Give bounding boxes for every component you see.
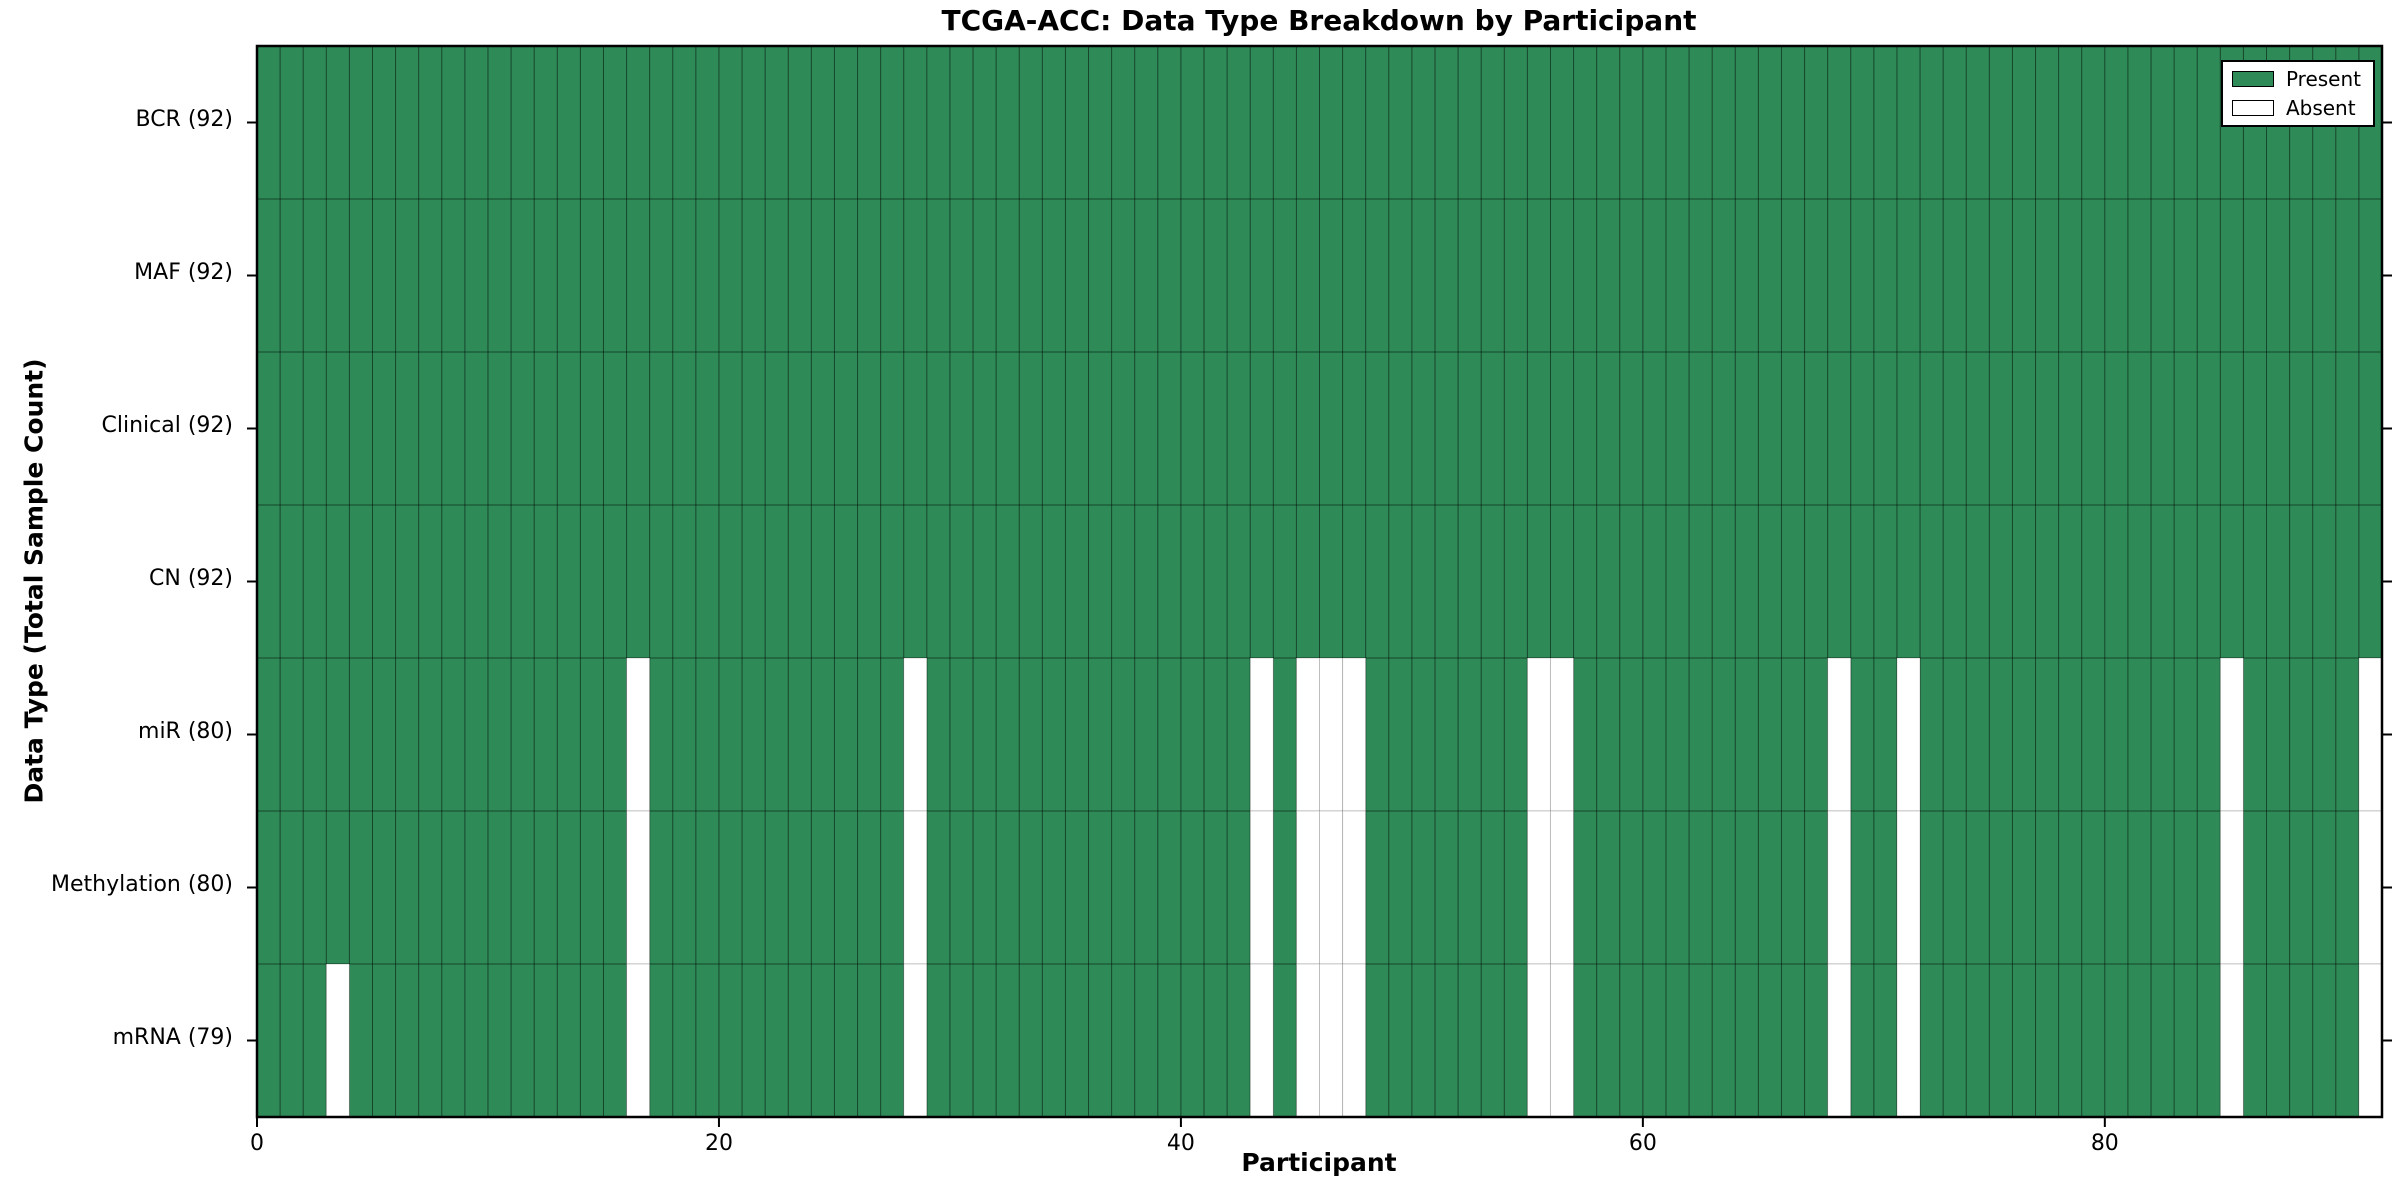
legend-entry-absent: Absent bbox=[2231, 96, 2361, 120]
y-tick-label: miR (80) bbox=[138, 718, 233, 744]
y-tick-label: Methylation (80) bbox=[51, 871, 233, 897]
legend-swatch-absent-icon bbox=[2231, 100, 2274, 116]
x-tick-label: 80 bbox=[2090, 1131, 2119, 1156]
plot-area: Present Absent bbox=[247, 44, 2392, 1127]
x-tick-label: 40 bbox=[1166, 1131, 1195, 1156]
legend-label-absent: Absent bbox=[2285, 96, 2356, 120]
legend: Present Absent bbox=[2220, 60, 2375, 127]
x-tick-label: 20 bbox=[704, 1131, 733, 1156]
x-tick-label: 0 bbox=[250, 1131, 264, 1156]
heatmap-mesh bbox=[247, 44, 2392, 1127]
legend-swatch-present-icon bbox=[2231, 71, 2274, 87]
legend-entry-present: Present bbox=[2231, 67, 2361, 91]
y-tick-label: MAF (92) bbox=[134, 259, 233, 285]
y-tick-label: BCR (92) bbox=[135, 106, 233, 132]
legend-label-present: Present bbox=[2285, 67, 2361, 91]
y-tick-label: Clinical (92) bbox=[101, 412, 233, 438]
chart-title: TCGA-ACC: Data Type Breakdown by Partici… bbox=[941, 4, 1697, 37]
y-tick-label: CN (92) bbox=[149, 565, 233, 591]
y-tick-label: mRNA (79) bbox=[112, 1024, 233, 1050]
x-tick-label: 60 bbox=[1628, 1131, 1657, 1156]
x-axis-label: Participant bbox=[1241, 1148, 1397, 1177]
